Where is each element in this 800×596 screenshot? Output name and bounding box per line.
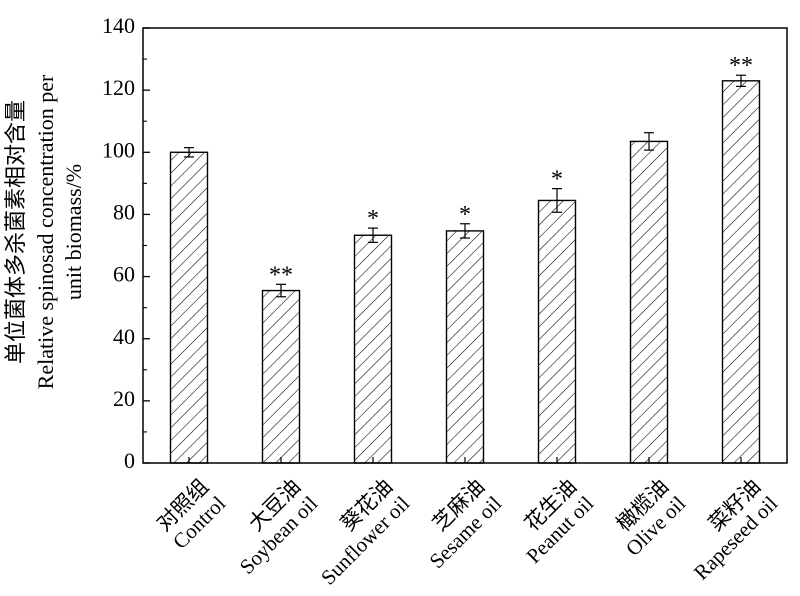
- y-axis-title-en-line2: unit biomass/%: [61, 164, 86, 300]
- significance-marker: *: [551, 167, 563, 193]
- bar: [721, 80, 761, 464]
- significance-marker: *: [367, 206, 379, 232]
- bar: [537, 199, 577, 464]
- significance-marker: **: [269, 262, 293, 288]
- y-tick-label: 40: [113, 324, 135, 349]
- y-tick-label: 140: [102, 13, 135, 38]
- bar: [629, 140, 669, 464]
- significance-marker: **: [729, 53, 753, 79]
- bars: *** ****: [169, 53, 761, 464]
- y-tick-label: 120: [102, 75, 135, 100]
- y-axis-title-cn: 单位菌体多杀菌素相对含量: [3, 100, 28, 364]
- bar: [169, 151, 209, 464]
- significance-marker: *: [459, 202, 471, 228]
- y-axis-title-en-line1: Relative spinosad concentration per: [33, 74, 58, 389]
- y-tick-label: 20: [113, 386, 135, 411]
- bar: [353, 234, 393, 464]
- y-tick-label: 0: [124, 448, 135, 473]
- bar: [445, 230, 485, 464]
- y-axis-title: 单位菌体多杀菌素相对含量 Relative spinosad concentra…: [3, 74, 86, 389]
- y-tick-label: 100: [102, 137, 135, 162]
- bar: [261, 289, 301, 464]
- y-tick-label: 80: [113, 199, 135, 224]
- y-tick-label: 60: [113, 262, 135, 287]
